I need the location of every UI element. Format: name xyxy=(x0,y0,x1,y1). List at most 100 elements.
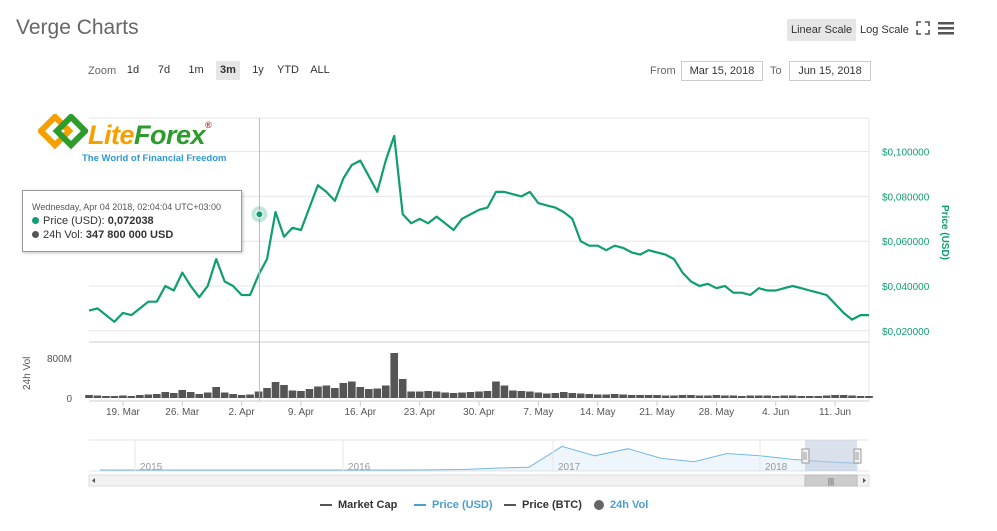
scrollbar-track xyxy=(88,474,870,487)
volume-bar xyxy=(526,391,534,398)
legend-line-icon xyxy=(504,504,516,507)
price-tick-label: $0,080000 xyxy=(882,192,930,203)
volume-bar xyxy=(687,395,695,398)
volume-bar xyxy=(483,391,492,398)
price-tick-label: $0,100000 xyxy=(882,148,930,159)
x-tick-label: 19. Mar xyxy=(106,407,141,418)
volume-bar xyxy=(670,395,678,398)
volume-bar xyxy=(186,392,195,398)
volume-bar xyxy=(576,393,585,398)
volume-bar xyxy=(627,395,636,398)
to-date-input[interactable]: Jun 15, 2018 xyxy=(789,61,871,81)
volume-bar xyxy=(381,385,390,398)
logo-word-lite: Lite xyxy=(88,120,135,150)
x-tick-label: 21. May xyxy=(639,407,675,418)
zoom-1m-button[interactable]: 1m xyxy=(188,64,204,76)
volume-bar xyxy=(271,382,280,398)
x-tick-label: 14. May xyxy=(580,407,616,418)
navigator-year-label: 2017 xyxy=(558,462,581,473)
volume-bar xyxy=(797,396,805,398)
legend-line-icon xyxy=(414,504,426,507)
volume-bar xyxy=(534,392,543,398)
legend-price-usd-label: Price (USD) xyxy=(432,499,493,511)
volume-bar xyxy=(322,385,331,398)
volume-bar xyxy=(712,395,721,398)
volume-bars xyxy=(85,353,873,398)
volume-bar xyxy=(195,394,204,398)
volume-bar xyxy=(856,396,865,398)
tooltip-date: Wednesday, Apr 04 2018, 02:04:04 UTC+03:… xyxy=(32,202,222,212)
navigator-line xyxy=(100,445,860,471)
volume-bar xyxy=(721,395,729,398)
tooltip-price-row: Price (USD): 0,072038 xyxy=(32,215,154,227)
zoom-1y-button[interactable]: 1y xyxy=(252,64,264,76)
legend-price-btc[interactable]: Price (BTC) xyxy=(504,499,582,511)
volume-bar xyxy=(805,396,814,398)
x-axis: 19. Mar 26. Mar 2. Apr 9. Apr 16. Apr 23. Apr… xyxy=(106,401,851,418)
volume-bar xyxy=(220,392,229,398)
volume-bar xyxy=(729,395,738,398)
logo-word-forex: Forex xyxy=(134,120,206,150)
volume-bar xyxy=(814,396,822,398)
volume-bar xyxy=(136,395,144,398)
volume-bar xyxy=(305,389,314,398)
volume-bar xyxy=(348,381,356,398)
volume-bar xyxy=(636,395,644,398)
legend-market-cap[interactable]: Market Cap xyxy=(320,499,397,511)
volume-bar xyxy=(127,396,136,398)
volume-bar xyxy=(500,385,509,398)
logo-wordmark: LiteForex® xyxy=(88,120,212,151)
liteforex-emblem-icon xyxy=(38,114,88,150)
volume-bar xyxy=(263,388,271,398)
crosshair xyxy=(251,118,268,401)
fullscreen-icon[interactable] xyxy=(916,21,930,35)
volume-bar xyxy=(551,393,560,398)
volume-bar xyxy=(424,391,432,398)
zoom-3m-button[interactable]: 3m xyxy=(216,61,240,80)
volume-bar xyxy=(559,392,568,398)
volume-bar xyxy=(212,387,220,398)
from-label: From xyxy=(650,65,676,77)
tooltip-price-label: Price (USD): xyxy=(43,215,105,227)
volume-bar xyxy=(93,395,102,398)
scroll-left-arrow-icon xyxy=(92,478,95,483)
x-tick-label: 9. Apr xyxy=(288,407,315,418)
hamburger-menu-icon[interactable] xyxy=(938,22,954,35)
scrollbar-thumb xyxy=(804,474,858,487)
to-label: To xyxy=(770,65,782,77)
volume-bar xyxy=(254,391,263,398)
zoom-ytd-button[interactable]: YTD xyxy=(277,64,299,76)
volume-bar xyxy=(780,395,789,398)
zoom-1d-button[interactable]: 1d xyxy=(126,64,140,76)
linear-scale-button[interactable]: Linear Scale xyxy=(787,19,857,41)
volume-bar xyxy=(839,395,848,398)
volume-bar xyxy=(593,394,602,398)
volume-bar xyxy=(297,391,305,398)
legend-price-usd[interactable]: Price (USD) xyxy=(414,499,493,511)
x-tick-label: 28. May xyxy=(699,407,735,418)
volume-bar xyxy=(85,395,93,398)
volume-bar xyxy=(610,394,619,398)
volume-bar xyxy=(771,396,780,398)
navigator-selection xyxy=(805,440,857,471)
tooltip-volume-row: 24h Vol: 347 800 000 USD xyxy=(32,229,173,241)
zoom-all-button[interactable]: ALL xyxy=(310,64,330,76)
logo-registered-mark: ® xyxy=(205,120,212,130)
volume-bar xyxy=(738,396,746,398)
volume-bar xyxy=(695,395,704,398)
legend-24h-vol[interactable]: 24h Vol xyxy=(594,499,648,511)
volume-bar xyxy=(704,395,712,398)
volume-bar xyxy=(653,395,661,398)
price-tooltip: Wednesday, Apr 04 2018, 02:04:04 UTC+03:… xyxy=(22,190,242,252)
zoom-7d-button[interactable]: 7d xyxy=(157,64,171,76)
price-tick-label: $0,020000 xyxy=(882,327,930,338)
from-date-input[interactable]: Mar 15, 2018 xyxy=(681,61,763,81)
log-scale-button[interactable]: Log Scale xyxy=(860,24,909,36)
volume-bar xyxy=(110,396,119,398)
volume-bar xyxy=(432,391,441,398)
volume-bar xyxy=(153,394,161,398)
volume-bar xyxy=(678,395,687,398)
volume-dot-icon xyxy=(32,231,39,238)
volume-bar xyxy=(509,390,517,398)
legend-market-cap-label: Market Cap xyxy=(338,499,398,511)
